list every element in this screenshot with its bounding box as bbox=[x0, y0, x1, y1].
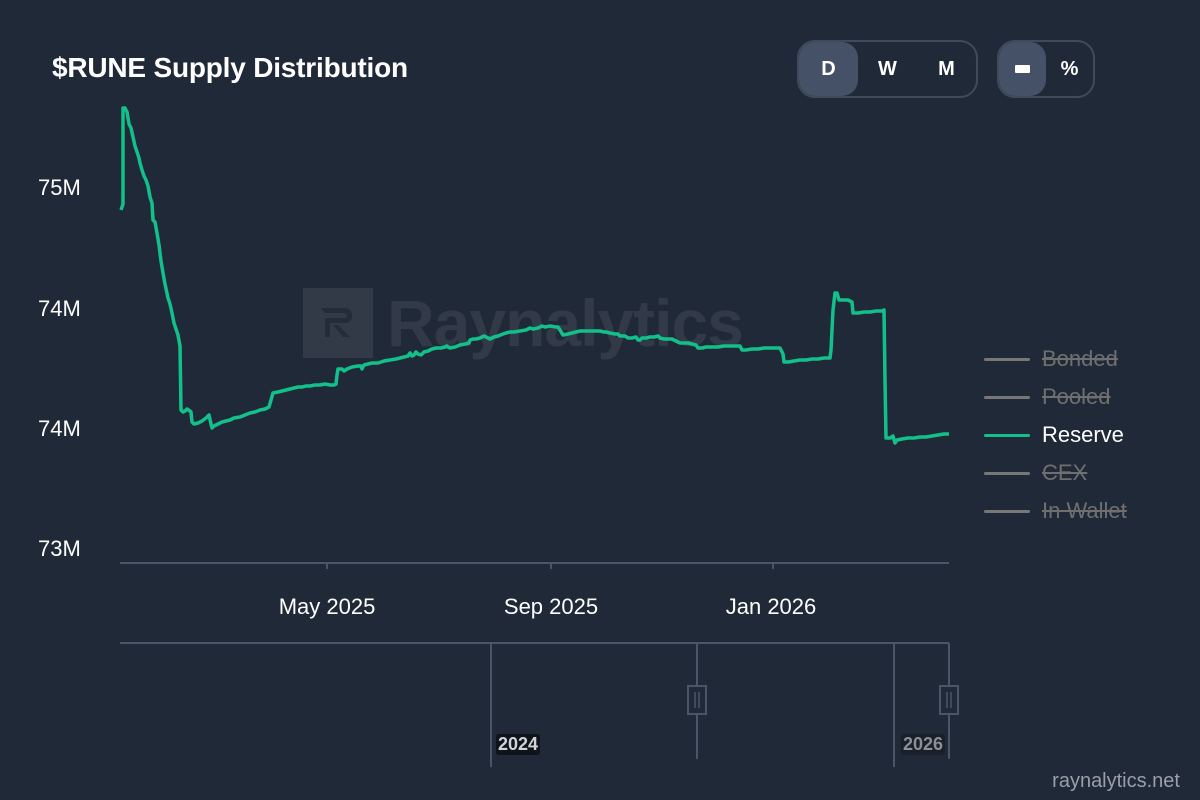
legend-item-cex[interactable]: CEX bbox=[984, 454, 1127, 492]
x-tick-label: Jan 2026 bbox=[725, 594, 817, 619]
navigator-year-label: 2024 bbox=[496, 734, 541, 755]
absolute-mode-button[interactable] bbox=[999, 42, 1046, 96]
legend-item-reserve[interactable]: Reserve bbox=[984, 416, 1127, 454]
y-tick-label: 74M bbox=[38, 416, 81, 441]
line-swatch-icon bbox=[984, 433, 1030, 437]
y-tick-label: 74M bbox=[38, 296, 81, 321]
percent-mode-button[interactable]: % bbox=[1060, 57, 1079, 80]
line-swatch-icon bbox=[984, 357, 1030, 361]
navigator-year-label: 2026 bbox=[901, 734, 946, 755]
x-tick-label: May 2025 bbox=[278, 594, 376, 619]
legend-item-pooled[interactable]: Pooled bbox=[984, 378, 1127, 416]
watermark-logo-icon bbox=[303, 288, 373, 358]
period-weekly-button[interactable]: W bbox=[878, 57, 897, 80]
line-swatch-icon bbox=[984, 395, 1030, 399]
dash-icon bbox=[1015, 65, 1030, 73]
navigator-right-handle[interactable] bbox=[939, 685, 959, 715]
period-daily-button[interactable]: D bbox=[799, 42, 858, 96]
legend-item-in-wallet[interactable]: In Wallet bbox=[984, 492, 1127, 530]
navigator-left-handle[interactable] bbox=[687, 685, 707, 715]
mode-toggle: % bbox=[997, 40, 1095, 98]
period-toggle: D W M bbox=[797, 40, 978, 98]
legend: Bonded Pooled Reserve CEX In Wallet bbox=[984, 340, 1127, 530]
line-swatch-icon bbox=[984, 509, 1030, 513]
site-credit: raynalytics.net bbox=[1052, 770, 1180, 792]
line-swatch-icon bbox=[984, 471, 1030, 475]
legend-item-bonded[interactable]: Bonded bbox=[984, 340, 1127, 378]
y-tick-label: 75M bbox=[38, 175, 81, 200]
reserve-series-line bbox=[119, 106, 949, 445]
page-title: $RUNE Supply Distribution bbox=[52, 52, 408, 83]
x-tick-label: Sep 2025 bbox=[503, 594, 599, 619]
y-tick-label: 73M bbox=[38, 536, 81, 561]
period-monthly-button[interactable]: M bbox=[938, 57, 955, 80]
